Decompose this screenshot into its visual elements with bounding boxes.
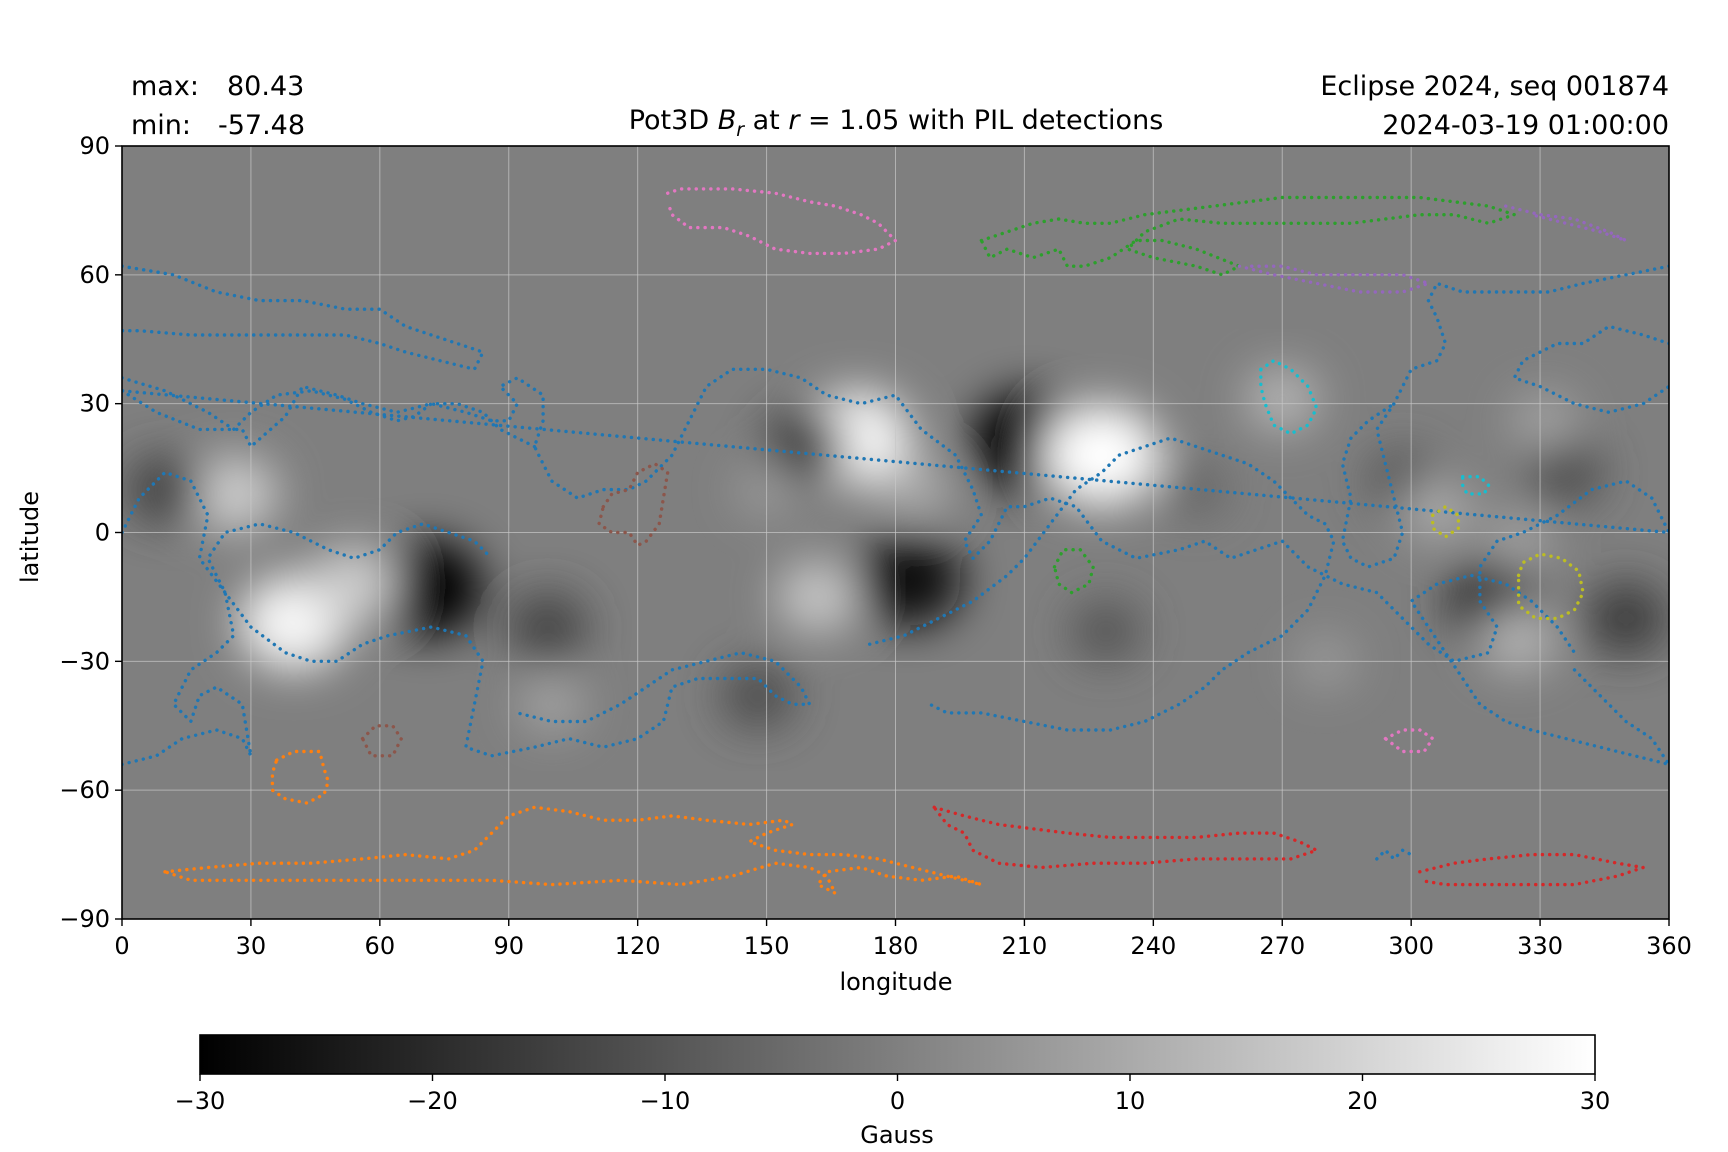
field-feature-2 xyxy=(370,539,484,638)
field-feature-22 xyxy=(518,675,586,734)
field-feature-7 xyxy=(854,532,963,627)
field-feature-5 xyxy=(189,455,278,533)
pil-contour-9 xyxy=(1375,848,1413,861)
colorbar-ticks: −30 −20 −10 0 10 20 30 xyxy=(175,1074,1611,1115)
field-feature-8 xyxy=(125,454,205,525)
x-axis: 0 30 60 90 120 150 180 210 240 270 300 330 360 xyxy=(114,919,1692,960)
field-feature-15 xyxy=(1584,581,1668,655)
pil-contour-21 xyxy=(1383,728,1435,754)
y-tick-label-0: 90 xyxy=(79,132,110,160)
pil-contour-17 xyxy=(1504,204,1628,243)
grid-lines xyxy=(122,146,1669,919)
pil-contour-7 xyxy=(1512,324,1669,414)
magnetic-field-map xyxy=(125,366,1668,734)
field-feature-26 xyxy=(1164,462,1228,517)
x-axis-label: longitude xyxy=(839,968,952,996)
field-feature-4 xyxy=(310,545,398,623)
pil-contour-8 xyxy=(1409,573,1669,767)
colorbar-tick-label-1: −20 xyxy=(407,1087,458,1115)
info-line-2: 2024-03-19 01:00:00 xyxy=(1382,110,1669,141)
x-tick-label-10: 300 xyxy=(1388,932,1434,960)
y-tick-label-6: −90 xyxy=(59,905,110,933)
min-label: min: xyxy=(131,110,191,141)
x-tick-label-12: 360 xyxy=(1646,932,1692,960)
field-feature-11 xyxy=(776,560,861,634)
x-tick-label-7: 210 xyxy=(1002,932,1048,960)
x-tick-label-3: 90 xyxy=(493,932,524,960)
pil-contour-6 xyxy=(1340,264,1669,569)
pil-contour-13 xyxy=(1052,548,1095,595)
field-feature-14 xyxy=(1480,607,1557,673)
y-axis-label: latitude xyxy=(16,491,44,583)
colorbar-tick-label-2: −10 xyxy=(640,1087,691,1115)
field-feature-9 xyxy=(507,592,588,662)
max-label: max: xyxy=(131,71,199,102)
field-feature-12 xyxy=(763,410,848,484)
pil-contour-2 xyxy=(122,522,494,767)
y-tick-label-1: 60 xyxy=(79,261,110,289)
colorbar: −30 −20 −10 0 10 20 30 Gauss xyxy=(175,1034,1611,1149)
field-feature-16 xyxy=(1528,439,1604,506)
pil-contour-1 xyxy=(122,470,812,758)
x-tick-label-0: 0 xyxy=(114,932,129,960)
pil-contour-5 xyxy=(868,436,1336,732)
x-tick-label-1: 30 xyxy=(236,932,267,960)
pil-contour-19 xyxy=(360,724,403,758)
plot-area xyxy=(121,145,1670,920)
colorbar-label: Gauss xyxy=(860,1121,934,1149)
x-tick-label-2: 60 xyxy=(365,932,396,960)
y-tick-label-3: 0 xyxy=(95,519,110,547)
min-value: -57.48 xyxy=(218,110,305,141)
field-feature-10 xyxy=(720,662,796,729)
y-tick-label-5: −60 xyxy=(59,776,110,804)
field-feature-21 xyxy=(1070,600,1142,663)
field-feature-1 xyxy=(1043,404,1161,507)
colorbar-tick-label-4: 10 xyxy=(1115,1087,1146,1115)
info-line-1: Eclipse 2024, seq 001874 xyxy=(1320,71,1669,102)
pil-contour-4 xyxy=(122,376,537,449)
pil-contour-15 xyxy=(1418,852,1645,887)
x-tick-label-5: 150 xyxy=(744,932,790,960)
pil-contour-0 xyxy=(122,367,1669,663)
field-feature-23 xyxy=(1485,511,1553,571)
colorbar-tick-label-0: −30 xyxy=(175,1087,226,1115)
field-feature-20 xyxy=(1510,391,1578,451)
field-feature-25 xyxy=(881,458,953,521)
x-tick-label-8: 240 xyxy=(1130,932,1176,960)
pil-detections xyxy=(122,187,1669,895)
pil-contour-23 xyxy=(1431,505,1461,539)
pil-contour-20 xyxy=(666,187,898,256)
pil-contour-10 xyxy=(163,805,984,895)
pil-contour-16 xyxy=(1237,264,1431,294)
colorbar-gradient xyxy=(199,1034,1596,1075)
max-value: 80.43 xyxy=(227,71,304,102)
pil-contour-18 xyxy=(597,462,670,548)
pil-contour-24 xyxy=(1259,359,1319,436)
colorbar-tick-label-3: 0 xyxy=(890,1087,905,1115)
pil-contour-12 xyxy=(979,195,1516,277)
colorbar-tick-label-6: 30 xyxy=(1580,1087,1611,1115)
x-tick-label-4: 120 xyxy=(615,932,661,960)
y-axis: 90 60 30 0 −30 −60 −90 xyxy=(59,132,122,933)
chart-title: Pot3D Br at r = 1.05 with PIL detections xyxy=(629,105,1164,141)
pil-contour-3 xyxy=(122,264,485,371)
pil-contour-11 xyxy=(270,749,330,805)
y-tick-label-4: −30 xyxy=(59,647,110,675)
pil-contour-14 xyxy=(932,805,1319,870)
colorbar-tick-label-5: 20 xyxy=(1347,1087,1378,1115)
x-tick-label-6: 180 xyxy=(873,932,919,960)
y-tick-label-2: 30 xyxy=(79,390,110,418)
pil-contour-25 xyxy=(1461,475,1491,496)
x-tick-label-9: 270 xyxy=(1259,932,1305,960)
x-tick-label-11: 330 xyxy=(1517,932,1563,960)
